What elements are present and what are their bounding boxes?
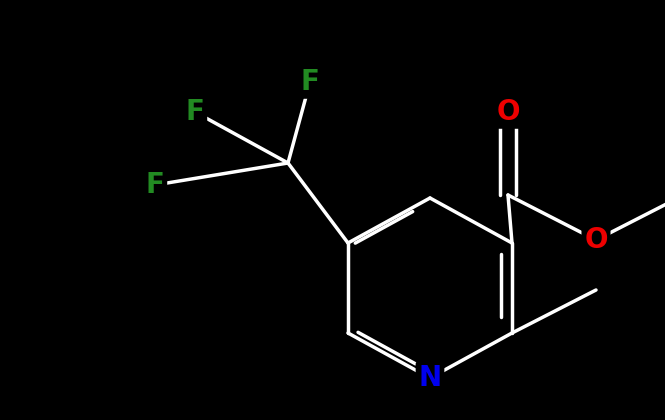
Text: O: O	[496, 98, 520, 126]
Text: F: F	[186, 98, 204, 126]
Text: F: F	[146, 171, 164, 199]
Text: F: F	[301, 68, 319, 96]
Text: N: N	[418, 364, 442, 392]
Text: O: O	[585, 226, 608, 254]
